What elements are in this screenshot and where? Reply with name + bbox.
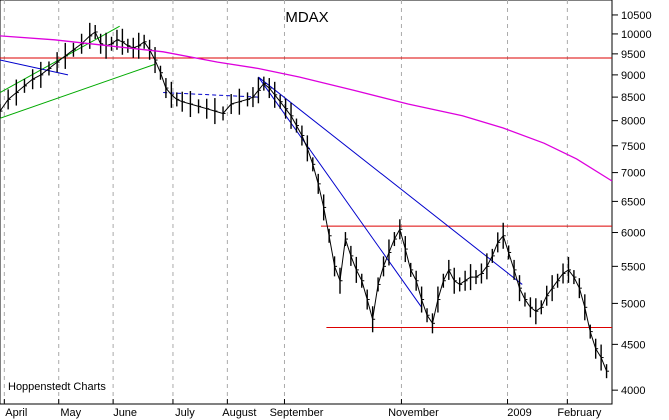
y-tick-label-6: 7000 xyxy=(621,168,645,180)
chart-credit: Hoppenstedt Charts xyxy=(8,381,106,393)
x-tick-label-6: November xyxy=(388,407,439,419)
x-tick-label-3: July xyxy=(175,407,195,419)
plot-frame xyxy=(0,0,613,405)
y-tick-label-8: 8000 xyxy=(621,116,645,128)
x-tick-label-2: June xyxy=(113,407,137,419)
y-tick-label-3: 5500 xyxy=(621,261,645,273)
y-tick-label-4: 6000 xyxy=(621,228,645,240)
trendline-5 xyxy=(0,59,69,76)
trendlines xyxy=(0,25,612,328)
y-tick-label-7: 7500 xyxy=(621,141,645,153)
trendline-4 xyxy=(0,25,120,93)
y-tick-label-9: 8500 xyxy=(621,92,645,104)
y-axis: 4000 4500 5000 5500 6000 6500 7000 7500 8000 8500… xyxy=(612,10,652,397)
y-tick-label-1: 4500 xyxy=(621,339,645,351)
y-tick-label-10: 9000 xyxy=(621,70,645,82)
y-tick-label-13: 10500 xyxy=(621,10,652,22)
x-tick-label-5: September xyxy=(270,407,324,419)
x-tick-label-8: February xyxy=(557,407,602,419)
x-tick-label-1: May xyxy=(60,407,81,419)
grid xyxy=(3,0,568,404)
y-tick-label-5: 6500 xyxy=(621,196,645,208)
series-moving-average xyxy=(0,35,613,182)
x-axis: April May June July August September November 2… xyxy=(3,399,602,419)
chart-title: MDAX xyxy=(285,9,328,26)
y-tick-label-12: 10000 xyxy=(621,29,652,41)
trendline-8 xyxy=(163,92,259,98)
y-tick-label-11: 9500 xyxy=(621,49,645,61)
series xyxy=(0,22,613,379)
trendline-3 xyxy=(0,63,156,119)
x-tick-label-4: August xyxy=(222,407,256,419)
y-tick-label-0: 4000 xyxy=(621,385,645,397)
x-tick-label-7: 2009 xyxy=(507,407,531,419)
x-tick-label-0: April xyxy=(5,407,27,419)
y-tick-label-2: 5000 xyxy=(621,298,645,310)
trendline-7 xyxy=(258,76,523,285)
